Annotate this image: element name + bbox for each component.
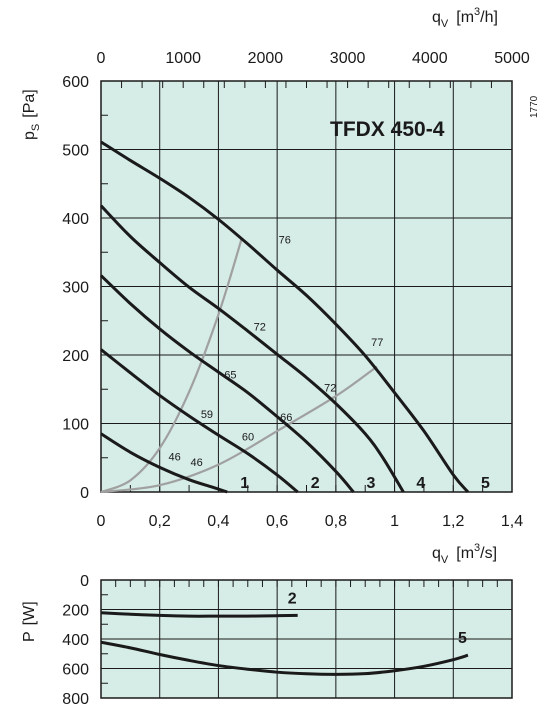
x2-tick-label: 4000 (412, 50, 448, 67)
y-tick-label: 500 (62, 143, 89, 160)
main-tick-labels: 0 0,2 0,4 0,6 0,8 1 1,2 1,40 1000 2000 3000 4000 500… (62, 50, 530, 530)
power-y-tick-label: 800 (62, 691, 89, 708)
system-line (100, 237, 243, 494)
curve-label-1: 1 (240, 475, 249, 492)
power-y-axis-label-unit: [W] (21, 601, 38, 625)
fan-curve-3 (99, 274, 355, 493)
y-tick-label: 600 (62, 74, 89, 91)
efficiency-label: 46 (191, 457, 203, 469)
efficiency-label: 76 (279, 234, 291, 246)
main-curves (99, 140, 470, 494)
x-tick-label: 1,2 (442, 513, 464, 530)
efficiency-label: 77 (371, 337, 383, 349)
x-tick-label: 1,4 (501, 513, 523, 530)
x-tick-label: 0,2 (149, 513, 171, 530)
chart-code: 1770 (529, 95, 538, 118)
x-axis-label-unit-pre: [m (456, 545, 474, 562)
curve-label-2: 2 (311, 475, 320, 492)
power-curve-label-2: 2 (288, 590, 297, 607)
x-axis-label: qV [m3/s] (432, 542, 497, 566)
efficiency-label: 46 (169, 451, 181, 463)
y-axis-label: pS [Pa] (21, 89, 42, 140)
y-tick-label: 300 (62, 280, 89, 297)
x2-axis-label-main: q (432, 9, 441, 26)
x-tick-label: 1 (390, 513, 399, 530)
x-tick-label: 0 (97, 513, 106, 530)
main-ticks (100, 80, 513, 493)
x-axis-label-unit-sup: 3 (474, 542, 480, 554)
power-y-axis-label-main: P (21, 631, 38, 642)
efficiency-label: 72 (324, 382, 336, 394)
x2-axis-label-unit-pre: [m (456, 9, 474, 26)
x-axis-label-main: q (432, 545, 441, 562)
efficiency-label: 59 (201, 409, 213, 421)
svg-text:pS[Pa]: pS [Pa] (21, 89, 42, 140)
svg-text:P[W]: P [W] (21, 601, 38, 642)
x2-tick-label: 2000 (248, 50, 284, 67)
power-ticks (100, 579, 513, 699)
x-tick-label: 0,4 (207, 513, 229, 530)
x-tick-label: 0,8 (325, 513, 347, 530)
power-tick-labels: 0 200 400 600 800 (62, 573, 89, 708)
x2-axis-label-unit-post: /h] (480, 9, 498, 26)
fan-curve-1 (100, 432, 228, 494)
x2-axis-label: qV [m3/h] (432, 6, 498, 30)
efficiency-label: 65 (224, 369, 236, 381)
chart-title: TFDX 450-4 (330, 118, 445, 141)
main-curve-labels: 1 2 3 4 5 (240, 475, 490, 492)
y-tick-label: 400 (62, 211, 89, 228)
main-plot: 0 0,2 0,4 0,6 0,8 1 1,2 1,40 1000 2000 3000 4000 500… (62, 50, 530, 530)
power-curve-labels: 25 (288, 590, 467, 647)
fan-curve-5 (100, 140, 470, 493)
x2-tick-label: 0 (97, 50, 106, 67)
x2-tick-label: 3000 (330, 50, 366, 67)
curve-label-4: 4 (416, 475, 425, 492)
y-tick-label: 0 (80, 485, 89, 502)
x2-tick-label: 5000 (494, 50, 530, 67)
x2-tick-label: 1000 (165, 50, 201, 67)
fan-curve-4 (99, 204, 405, 493)
x2-axis-label-sub: V (441, 18, 449, 30)
x-axis-label-unit-post: /s] (480, 545, 497, 562)
power-y-tick-label: 600 (62, 662, 89, 679)
efficiency-label: 72 (254, 321, 266, 333)
power-y-tick-label: 400 (62, 632, 89, 649)
power-curve-5 (100, 640, 469, 676)
efficiency-labels: 46 46 59 60 65 66 72 72 76 77 (169, 234, 384, 469)
curve-label-3: 3 (366, 475, 375, 492)
power-curve-label-5: 5 (458, 630, 467, 647)
x2-axis-label-unit-sup: 3 (474, 6, 480, 18)
x-tick-label: 0,6 (266, 513, 288, 530)
main-grid (101, 81, 512, 492)
y-axis-label-sub: S (30, 124, 42, 131)
curve-label-5: 5 (481, 475, 490, 492)
power-curves (100, 611, 469, 676)
y-axis-label-main: p (21, 131, 38, 140)
x-axis-label-sub: V (441, 554, 449, 566)
power-curve-2 (100, 611, 298, 618)
power-grid (101, 580, 512, 698)
efficiency-label: 60 (242, 432, 254, 444)
system-lines (100, 237, 378, 494)
power-y-axis-label: P [W] (21, 601, 38, 642)
y-axis-label-unit: [Pa] (21, 89, 38, 117)
fan-curve-2 (100, 348, 299, 494)
y-tick-label: 200 (62, 348, 89, 365)
power-y-tick-label: 200 (62, 603, 89, 620)
efficiency-label: 66 (280, 412, 292, 424)
system-line (100, 365, 378, 494)
power-y-tick-label: 0 (80, 573, 89, 590)
y-tick-label: 100 (62, 417, 89, 434)
